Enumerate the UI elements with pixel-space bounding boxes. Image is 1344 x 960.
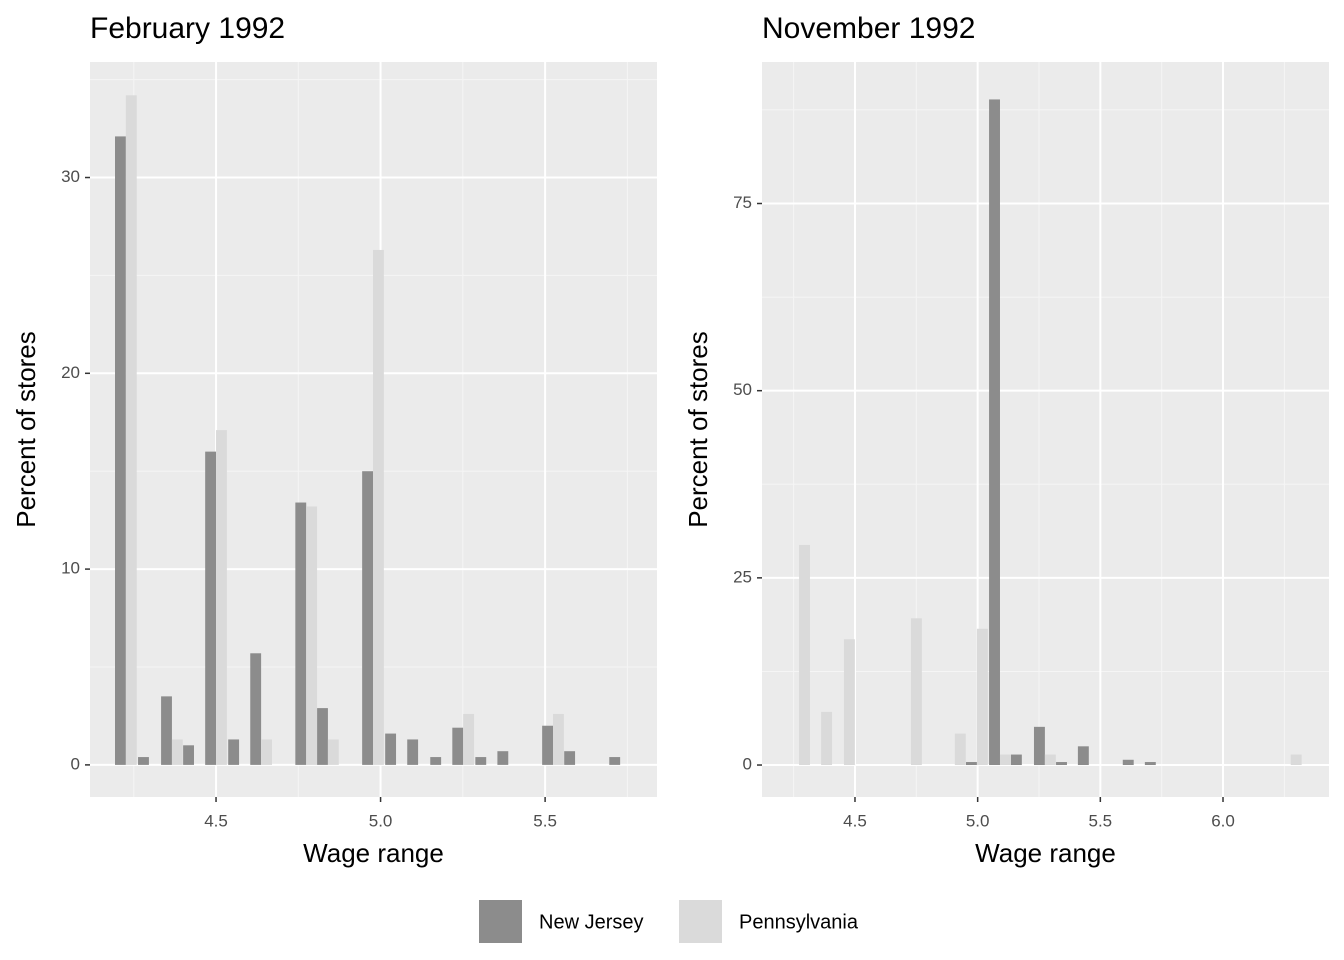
x-tick-label: 6.0 xyxy=(1211,811,1235,830)
bar xyxy=(1056,762,1067,766)
y-tick-label: 75 xyxy=(733,193,752,212)
bar xyxy=(205,451,217,765)
bar xyxy=(1044,754,1056,766)
legend-label: New Jersey xyxy=(539,911,643,933)
legend-key xyxy=(679,900,722,943)
bar xyxy=(553,713,564,765)
bar xyxy=(463,713,475,765)
bar xyxy=(1144,762,1156,766)
bar xyxy=(171,739,183,765)
y-axis-title: Percent of stores xyxy=(683,331,713,528)
bar xyxy=(542,725,554,765)
bar xyxy=(989,99,1000,766)
x-tick-label: 5.5 xyxy=(1089,811,1113,830)
bar xyxy=(954,733,966,766)
bar xyxy=(1290,754,1302,766)
bar xyxy=(250,653,262,765)
y-tick-label: 25 xyxy=(733,567,752,586)
y-tick-label: 20 xyxy=(61,363,80,382)
y-tick-label: 0 xyxy=(743,755,752,774)
x-tick-label: 4.5 xyxy=(204,811,228,830)
legend-key xyxy=(479,900,522,943)
bar xyxy=(138,757,149,765)
x-axis-title: Wage range xyxy=(975,838,1116,868)
x-axis-title: Wage range xyxy=(303,838,444,868)
bar xyxy=(295,502,307,765)
bar xyxy=(362,471,374,765)
bar xyxy=(999,754,1011,766)
bar xyxy=(327,739,339,765)
x-tick-label: 5.0 xyxy=(369,811,393,830)
bar xyxy=(475,757,487,765)
x-tick-label: 5.5 xyxy=(533,811,557,830)
bar xyxy=(1122,759,1134,766)
x-tick-label: 5.0 xyxy=(966,811,990,830)
bar xyxy=(821,711,833,766)
panel-background xyxy=(762,62,1329,797)
y-axis-title: Percent of stores xyxy=(11,331,41,528)
bar xyxy=(910,618,922,766)
bar xyxy=(373,249,384,765)
bar xyxy=(1010,754,1022,766)
bar xyxy=(385,733,397,765)
bar xyxy=(497,751,509,765)
bar xyxy=(216,430,227,765)
y-tick-label: 50 xyxy=(733,380,752,399)
legend-label: Pennsylvania xyxy=(739,911,859,933)
bar xyxy=(1077,746,1089,766)
bar xyxy=(261,739,272,765)
bar xyxy=(306,506,318,765)
bar xyxy=(564,751,576,765)
bar xyxy=(125,95,137,765)
chart-title: November 1992 xyxy=(762,12,975,45)
bar xyxy=(452,727,464,765)
bar xyxy=(183,745,194,765)
bar xyxy=(317,708,328,765)
bar xyxy=(407,739,419,765)
bar xyxy=(966,762,977,766)
y-tick-label: 0 xyxy=(71,754,80,773)
bar xyxy=(228,739,240,765)
x-tick-label: 4.5 xyxy=(843,811,867,830)
bar xyxy=(1033,726,1045,766)
bar xyxy=(161,696,172,765)
bar xyxy=(115,136,126,765)
bar xyxy=(609,757,621,765)
chart-title: February 1992 xyxy=(90,12,285,45)
y-tick-label: 30 xyxy=(61,167,80,186)
bar xyxy=(799,544,810,766)
y-tick-label: 10 xyxy=(61,559,80,578)
bar xyxy=(976,628,988,766)
bar xyxy=(843,639,855,766)
bar xyxy=(430,757,442,765)
